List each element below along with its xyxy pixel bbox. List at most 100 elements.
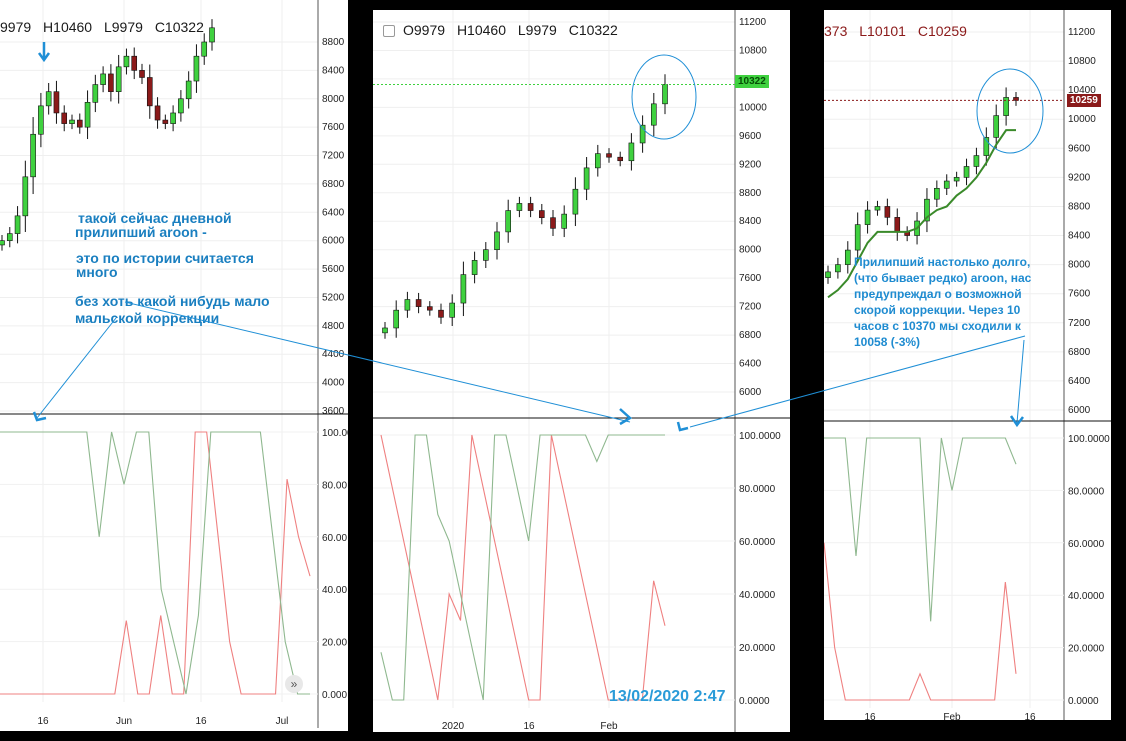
price-tick-label: 7200 (739, 302, 762, 313)
ohlc-open: 373 (824, 23, 848, 39)
annotation-line: такой сейчас дневной (78, 210, 232, 226)
annotation-line: (что бывает редко) aroon, нас (854, 271, 1032, 285)
price-tick-label: 4400 (322, 349, 345, 360)
settings-icon[interactable] (383, 25, 395, 38)
candle-up (123, 55, 130, 68)
candle-down (550, 217, 556, 229)
price-tick-label: 5600 (322, 264, 345, 275)
candle-up (14, 215, 21, 234)
annotation-line: это по истории считается (76, 250, 254, 266)
candle-up (6, 233, 13, 241)
candle-up (835, 264, 841, 273)
price-tick-label: 9600 (1068, 143, 1091, 154)
aroon-tick-label: 60.00 (322, 533, 347, 544)
price-tick-label: 9200 (739, 159, 762, 170)
candle-up (201, 41, 208, 57)
price-tick-label: 8400 (322, 65, 345, 76)
candle-up (973, 155, 980, 167)
candle-up (483, 249, 489, 261)
price-tick-label: 10000 (739, 102, 767, 113)
aroon-tick-label: 20.0000 (739, 643, 776, 654)
date-tick-label: Feb (600, 721, 618, 732)
date-tick-label: 16 (37, 716, 49, 727)
candle-up (595, 153, 601, 169)
annotation-line: мальской коррекции (75, 310, 220, 326)
candle-up (983, 137, 990, 156)
ohlc-high: H10460 (456, 22, 506, 38)
aroon-up-line (824, 437, 1017, 622)
price-tick-label: 6800 (322, 179, 345, 190)
aroon-tick-label: 80.00 (322, 480, 347, 491)
price-tick-label: 8000 (322, 94, 345, 105)
price-tick-label: 8400 (1068, 231, 1091, 242)
candle-up (449, 302, 455, 318)
aroon-tick-label: 100.0000 (739, 431, 781, 442)
price-tick-label: 4800 (322, 321, 345, 332)
candle-down (146, 77, 153, 107)
candle-up (505, 210, 511, 233)
candle-up (924, 198, 930, 222)
candle-up (854, 224, 861, 251)
candle-up (30, 133, 36, 178)
ohlc-close: C10322 (154, 19, 204, 35)
ohlc-legend-middle: O9979 H10460 L9979 C10322 (383, 22, 618, 38)
ohlc-close: C10322 (568, 22, 618, 38)
trailing-stop-line (827, 129, 1016, 299)
candle-down (76, 119, 83, 128)
candle-up (572, 188, 579, 215)
price-tick-label: 8000 (739, 245, 762, 256)
price-tick-label: 4000 (322, 378, 345, 389)
price-tick-label: 8800 (322, 37, 345, 48)
double-chevron-right-icon[interactable]: » (285, 675, 303, 693)
candle-up (84, 102, 91, 128)
price-tick-label: 7600 (1068, 289, 1091, 300)
price-tick-label: 6800 (1068, 347, 1091, 358)
ohlc-legend-left: 9979 H10460 L9979 C10322 (0, 19, 204, 35)
candle-up (393, 309, 400, 329)
aroon-tick-label: 80.0000 (739, 484, 776, 495)
candle-up (953, 177, 960, 182)
price-tick-label: 5200 (322, 292, 345, 303)
candle-down (527, 203, 534, 211)
price-tick-label: 7200 (322, 151, 345, 162)
price-tick-label: 6400 (1068, 376, 1091, 387)
annotation-line: скорой коррекции. Через 10 (854, 303, 1021, 317)
candle-up (45, 91, 52, 107)
date-tick-label: Jun (116, 716, 132, 727)
price-tick-label: 11200 (1068, 27, 1096, 38)
candle-up (115, 66, 122, 92)
aroon-tick-label: 20.0000 (1068, 644, 1105, 655)
candle-up (844, 249, 851, 265)
candle-up (460, 274, 467, 304)
annotation-line: без хоть какой нибудь мало (75, 293, 270, 309)
candle-up (662, 84, 668, 105)
candle-down (606, 153, 612, 158)
ohlc-low: L10101 (859, 23, 906, 39)
candle-up (583, 167, 590, 190)
annotation-left: такой сейчас дневной прилипший aroon - э… (75, 210, 270, 327)
aroon-tick-label: 0.000 (322, 690, 347, 701)
price-tick-label: 6000 (322, 236, 345, 247)
price-tick-label: 7600 (739, 273, 762, 284)
candle-down (415, 299, 422, 307)
aroon-tick-label: 0.0000 (739, 696, 770, 707)
ohlc-close: C10259 (917, 23, 967, 39)
last-price-label-right: 10259 (1067, 94, 1101, 107)
candle-up (628, 142, 635, 162)
date-tick-label: 16 (523, 721, 535, 732)
candle-up (382, 327, 388, 334)
aroon-down-line (380, 434, 666, 701)
candle-up (209, 27, 215, 43)
price-tick-label: 8400 (739, 216, 762, 227)
aroon-tick-label: 40.0000 (739, 590, 776, 601)
annotation-line: 10058 (-3%) (854, 335, 921, 349)
candle-up (993, 115, 1000, 138)
date-tick-label: 16 (864, 712, 876, 720)
price-tick-label: 7600 (322, 122, 345, 133)
aroon-tick-label: 40.00 (322, 585, 347, 596)
timestamp: 13/02/2020 2:47 (609, 688, 726, 705)
date-tick-label: Jul (276, 716, 289, 727)
aroon-tick-label: 100.0000 (1068, 434, 1110, 445)
aroon-tick-label: 40.0000 (1068, 591, 1105, 602)
aroon-tick-label: 60.0000 (1068, 539, 1105, 550)
